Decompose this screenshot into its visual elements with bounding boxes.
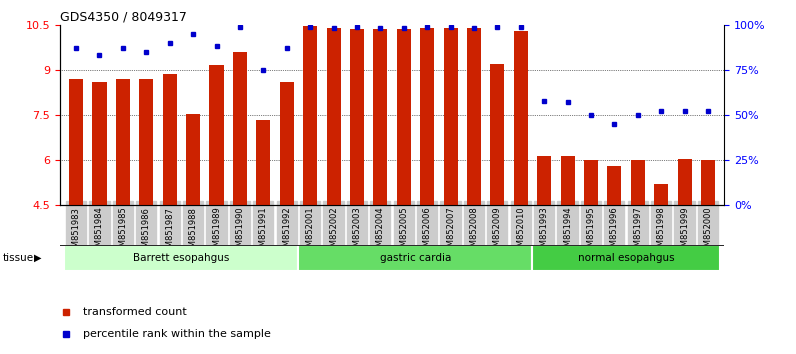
Bar xyxy=(490,64,505,205)
Bar xyxy=(92,82,107,205)
Bar xyxy=(64,245,298,271)
Bar xyxy=(303,26,317,205)
Bar xyxy=(139,79,154,205)
Bar xyxy=(584,160,598,205)
Bar xyxy=(607,166,622,205)
Bar xyxy=(443,28,458,205)
Bar xyxy=(162,74,177,205)
Bar xyxy=(533,245,720,271)
Bar xyxy=(233,52,247,205)
Bar xyxy=(701,160,715,205)
Bar xyxy=(396,29,411,205)
Bar xyxy=(654,184,668,205)
Bar xyxy=(69,79,83,205)
Text: ▶: ▶ xyxy=(34,253,41,263)
Bar xyxy=(467,28,481,205)
Text: Barrett esopahgus: Barrett esopahgus xyxy=(133,253,229,263)
Bar xyxy=(279,82,294,205)
Bar xyxy=(513,32,528,205)
Bar xyxy=(350,29,364,205)
Bar xyxy=(677,159,692,205)
Text: transformed count: transformed count xyxy=(83,307,187,318)
Bar xyxy=(630,160,645,205)
Bar xyxy=(186,114,200,205)
Bar xyxy=(116,79,130,205)
Text: normal esopahgus: normal esopahgus xyxy=(578,253,674,263)
Bar xyxy=(560,156,575,205)
Bar xyxy=(256,120,271,205)
Bar xyxy=(209,65,224,205)
Text: gastric cardia: gastric cardia xyxy=(380,253,451,263)
Text: tissue: tissue xyxy=(2,253,33,263)
Text: percentile rank within the sample: percentile rank within the sample xyxy=(83,329,271,339)
Bar xyxy=(298,245,533,271)
Text: GDS4350 / 8049317: GDS4350 / 8049317 xyxy=(60,11,186,24)
Bar xyxy=(537,156,551,205)
Bar xyxy=(373,29,388,205)
Bar xyxy=(420,28,434,205)
Bar xyxy=(326,28,341,205)
